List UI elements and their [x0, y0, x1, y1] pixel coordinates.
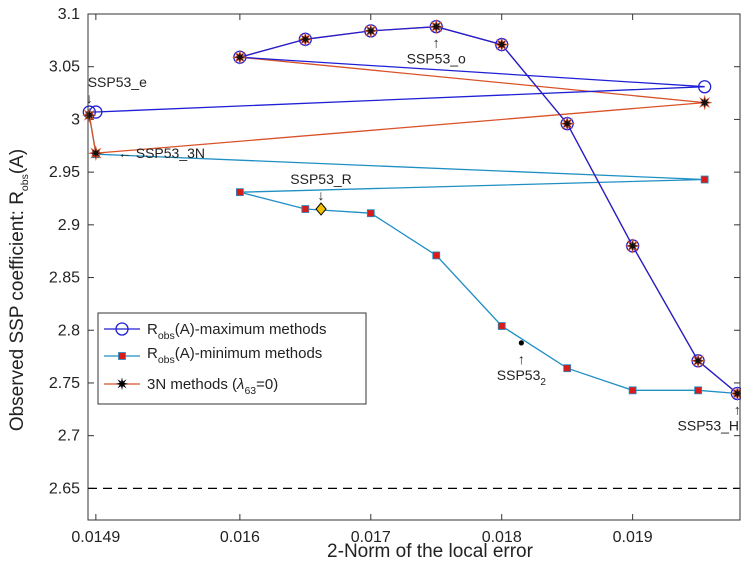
point-ssp53-r [315, 202, 327, 216]
point-ssp53-2 [518, 340, 524, 346]
legend-marker-3n: ✷ [115, 375, 129, 394]
legend-label-min-main: R [147, 345, 158, 362]
point-3n [696, 94, 713, 111]
legend-label-min-tail: (A)-minimum methods [175, 345, 323, 362]
annotation-ssp53-3n: ← SSP53_3N [118, 145, 205, 161]
axis-ticks: 0.0149 0.016 0.017 0.018 0.019 2.65 2.7 2.75 2.8… [49, 6, 740, 546]
legend-label-3n: 3N methods (λ63=0) [147, 376, 278, 397]
legend-item-max: Robs(A)-maximum methods [104, 321, 326, 342]
point-3n [82, 107, 96, 124]
point-min [432, 251, 441, 260]
x-tick-label: 0.0149 [71, 529, 120, 546]
legend-label-max-tail: (A)-maximum methods [175, 321, 327, 338]
y-tick-label: 2.75 [49, 375, 80, 392]
x-tick-label: 0.017 [351, 529, 391, 546]
y-axis-label: Observed SSP coefficient: Robs(A) [7, 149, 31, 431]
point-3n [559, 115, 576, 132]
annotation-ssp53-2-arrow: ↑ [518, 351, 525, 367]
point-3n [624, 238, 641, 254]
legend-label-max: Robs(A)-maximum methods [147, 321, 326, 342]
legend-label-min: Robs(A)-minimum methods [147, 345, 322, 366]
legend-label-3n-tail: =0) [256, 376, 278, 393]
legend-label-3n-main: 3N methods ( [147, 376, 237, 393]
point-3n [362, 24, 379, 38]
point-3n [88, 145, 104, 162]
x-tick-label: 0.018 [482, 529, 522, 546]
legend-box [97, 312, 367, 405]
legend-item-min: Robs(A)-minimum methods [104, 345, 322, 366]
point-min [301, 205, 310, 213]
point-min [694, 386, 703, 395]
point-min [235, 188, 244, 197]
y-axis-label-sub: obs [19, 174, 31, 191]
point-3n [428, 18, 445, 35]
x-tick-label: 0.016 [220, 529, 260, 546]
legend-marker-min [118, 352, 126, 360]
x-axis-label: 2-Norm of the local error [327, 541, 534, 562]
legend-label-max-sub: obs [158, 330, 175, 342]
series-line-min [88, 115, 738, 395]
point-min [700, 175, 709, 184]
annotation-ssp53-o: SSP53_o [407, 51, 466, 67]
legend-label-min-sub: obs [158, 354, 175, 366]
y-axis-label-tail: (A) [7, 149, 28, 174]
annotation-ssp53-o-arrow: ↑ [433, 35, 440, 51]
annotation-ssp53-h-arrow: ↑ [734, 402, 741, 418]
y-tick-label: 2.8 [58, 322, 80, 339]
legend-marker-max [115, 322, 129, 336]
y-tick-label: 3 [71, 111, 80, 128]
y-tick-label: 2.9 [58, 217, 80, 234]
y-tick-label: 3.05 [49, 59, 80, 76]
point-min [497, 322, 506, 330]
legend-label-max-main: R [147, 321, 158, 338]
series-layer [82, 18, 741, 490]
y-tick-label: 2.95 [49, 164, 80, 181]
point-max [698, 80, 712, 94]
y-tick-label: 2.85 [49, 270, 80, 287]
annotation-ssp53-e: SSP53_e [88, 74, 147, 90]
point-min [563, 364, 572, 373]
annotation-ssp53-e-arrow: ↓ [86, 90, 93, 106]
y-tick-label: 3.1 [58, 6, 80, 23]
point-min [366, 209, 375, 218]
plot-area [87, 13, 741, 521]
point-min [628, 386, 637, 395]
point-3n [493, 36, 510, 53]
annotation-ssp53-h: SSP53_H [678, 418, 739, 434]
annotations: ↓SSP53_e↑SSP53_o← SSP53_3N↓SSP53_R↑SSP53… [86, 35, 741, 434]
point-3n [232, 49, 248, 66]
point-3n [690, 354, 706, 368]
y-tick-label: 2.7 [58, 428, 80, 445]
y-axis-label-main: Observed SSP coefficient: R [7, 191, 28, 431]
legend-item-3n: ✷ 3N methods (λ63=0) [104, 375, 278, 397]
annotation-ssp53-r-arrow: ↓ [318, 187, 325, 203]
annotation-ssp53-2: SSP532 [497, 367, 547, 388]
x-tick-label: 0.019 [613, 529, 653, 546]
annotation-ssp53-r: SSP53_R [290, 171, 351, 187]
y-tick-label: 2.65 [49, 480, 80, 497]
legend-label-3n-lambda: λ [236, 376, 244, 393]
legend: Robs(A)-maximum methods Robs(A)-minimum … [97, 312, 367, 405]
series-line-max [89, 26, 738, 394]
point-3n [298, 31, 312, 48]
legend-label-3n-sub: 63 [244, 385, 256, 397]
